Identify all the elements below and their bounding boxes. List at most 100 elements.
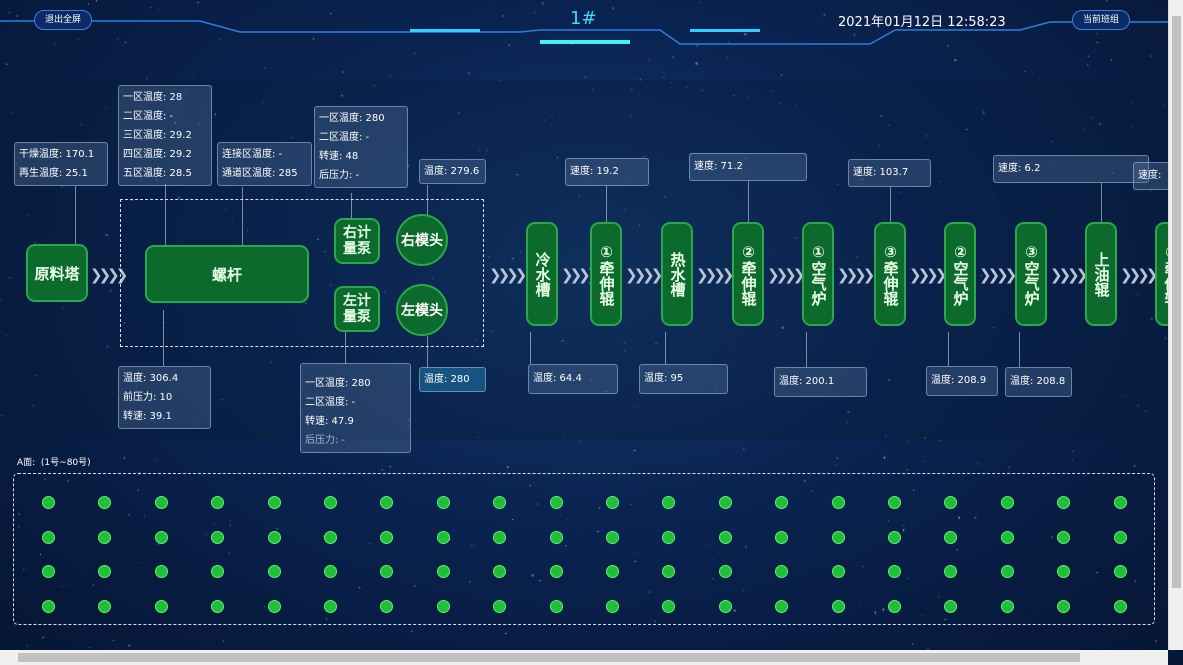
station-status-dot[interactable] xyxy=(718,599,732,613)
station-status-dot[interactable] xyxy=(267,599,281,613)
station-status-dot[interactable] xyxy=(718,530,732,544)
station-status-dot[interactable] xyxy=(98,565,112,578)
station-status-dot[interactable] xyxy=(549,599,563,613)
station-status-dot[interactable] xyxy=(98,496,112,509)
station-status-dot[interactable] xyxy=(211,530,225,544)
station-status-dot[interactable] xyxy=(267,496,281,509)
line-node-2[interactable]: 热水槽 xyxy=(661,222,693,326)
station-status-dot[interactable] xyxy=(831,599,845,613)
station-status-dot[interactable] xyxy=(606,496,619,509)
station-status-dot[interactable] xyxy=(380,496,394,509)
left-pump-node[interactable]: 左计量泵 xyxy=(334,286,380,332)
station-status-dot[interactable] xyxy=(42,530,55,544)
horizontal-scrollbar[interactable] xyxy=(0,650,1168,665)
line-node-7[interactable]: ③空气炉 xyxy=(1015,222,1047,326)
station-status-dot[interactable] xyxy=(662,496,676,509)
station-status-dot[interactable] xyxy=(662,565,676,578)
station-status-dot[interactable] xyxy=(831,496,845,509)
line-node-6[interactable]: ②空气炉 xyxy=(944,222,976,326)
exit-fullscreen-button[interactable]: 退出全屏 xyxy=(34,10,93,30)
station-status-dot[interactable] xyxy=(718,496,732,509)
scroll-thumb[interactable] xyxy=(18,653,1080,662)
station-status-dot[interactable] xyxy=(944,496,958,509)
station-status-dot[interactable] xyxy=(606,530,619,544)
station-status-dot[interactable] xyxy=(1113,565,1127,578)
station-status-dot[interactable] xyxy=(888,565,901,578)
station-status-dot[interactable] xyxy=(944,599,958,613)
station-status-dot[interactable] xyxy=(606,599,619,613)
right-pump-node[interactable]: 右计量泵 xyxy=(334,218,380,264)
station-status-dot[interactable] xyxy=(324,565,337,578)
station-status-dot[interactable] xyxy=(718,565,732,578)
station-status-dot[interactable] xyxy=(1113,599,1127,613)
station-status-dot[interactable] xyxy=(436,496,450,509)
station-status-dot[interactable] xyxy=(493,565,507,578)
station-status-dot[interactable] xyxy=(1000,599,1014,613)
station-status-dot[interactable] xyxy=(98,599,112,613)
station-status-dot[interactable] xyxy=(775,530,789,544)
line-node-4[interactable]: ①空气炉 xyxy=(802,222,834,326)
station-status-dot[interactable] xyxy=(324,496,337,509)
station-status-dot[interactable] xyxy=(1057,496,1071,509)
station-status-dot[interactable] xyxy=(42,599,55,613)
station-status-dot[interactable] xyxy=(380,599,394,613)
line-node-5[interactable]: ③牵伸辊 xyxy=(874,222,906,326)
station-status-dot[interactable] xyxy=(944,565,958,578)
station-status-dot[interactable] xyxy=(42,496,55,509)
station-status-dot[interactable] xyxy=(267,530,281,544)
station-status-dot[interactable] xyxy=(211,565,225,578)
station-status-dot[interactable] xyxy=(1113,530,1127,544)
station-status-dot[interactable] xyxy=(775,565,789,578)
station-status-dot[interactable] xyxy=(831,530,845,544)
station-status-dot[interactable] xyxy=(662,530,676,544)
station-status-dot[interactable] xyxy=(888,599,901,613)
raw-tower-node[interactable]: 原料塔 xyxy=(26,244,88,302)
station-status-dot[interactable] xyxy=(436,599,450,613)
station-status-dot[interactable] xyxy=(888,530,901,544)
station-status-dot[interactable] xyxy=(775,599,789,613)
station-status-dot[interactable] xyxy=(493,599,507,613)
station-status-dot[interactable] xyxy=(606,565,619,578)
station-status-dot[interactable] xyxy=(98,530,112,544)
line-node-8[interactable]: 上油辊 xyxy=(1085,222,1117,326)
line-node-3[interactable]: ②牵伸辊 xyxy=(732,222,764,326)
line-node-1[interactable]: ①牵伸辊 xyxy=(590,222,622,326)
station-status-dot[interactable] xyxy=(1057,599,1071,613)
station-status-dot[interactable] xyxy=(380,565,394,578)
station-status-dot[interactable] xyxy=(154,496,168,509)
right-die-node[interactable]: 右模头 xyxy=(396,214,448,266)
station-status-dot[interactable] xyxy=(1000,530,1014,544)
scroll-thumb[interactable] xyxy=(1172,16,1181,588)
station-status-dot[interactable] xyxy=(775,496,789,509)
station-status-dot[interactable] xyxy=(549,496,563,509)
station-status-dot[interactable] xyxy=(42,565,55,578)
station-status-dot[interactable] xyxy=(1113,496,1127,509)
current-team-button[interactable]: 当前班组 xyxy=(1072,10,1131,30)
station-status-dot[interactable] xyxy=(380,530,394,544)
station-status-dot[interactable] xyxy=(436,565,450,578)
station-status-dot[interactable] xyxy=(549,565,563,578)
screw-node[interactable]: 螺杆 xyxy=(145,245,309,303)
station-status-dot[interactable] xyxy=(493,530,507,544)
station-status-dot[interactable] xyxy=(1000,496,1014,509)
station-status-dot[interactable] xyxy=(211,496,225,509)
station-status-dot[interactable] xyxy=(154,565,168,578)
station-status-dot[interactable] xyxy=(1000,565,1014,578)
station-status-dot[interactable] xyxy=(493,496,507,509)
left-die-node[interactable]: 左模头 xyxy=(396,284,448,336)
station-status-dot[interactable] xyxy=(831,565,845,578)
station-status-dot[interactable] xyxy=(154,599,168,613)
vertical-scrollbar[interactable] xyxy=(1168,0,1183,650)
station-status-dot[interactable] xyxy=(1057,530,1071,544)
station-status-dot[interactable] xyxy=(662,599,676,613)
station-status-dot[interactable] xyxy=(944,530,958,544)
station-status-dot[interactable] xyxy=(436,530,450,544)
station-status-dot[interactable] xyxy=(267,565,281,578)
station-status-dot[interactable] xyxy=(154,530,168,544)
station-status-dot[interactable] xyxy=(211,599,225,613)
station-status-dot[interactable] xyxy=(888,496,901,509)
station-status-dot[interactable] xyxy=(1057,565,1071,578)
station-status-dot[interactable] xyxy=(324,530,337,544)
line-node-0[interactable]: 冷水槽 xyxy=(526,222,558,326)
station-status-dot[interactable] xyxy=(324,599,337,613)
